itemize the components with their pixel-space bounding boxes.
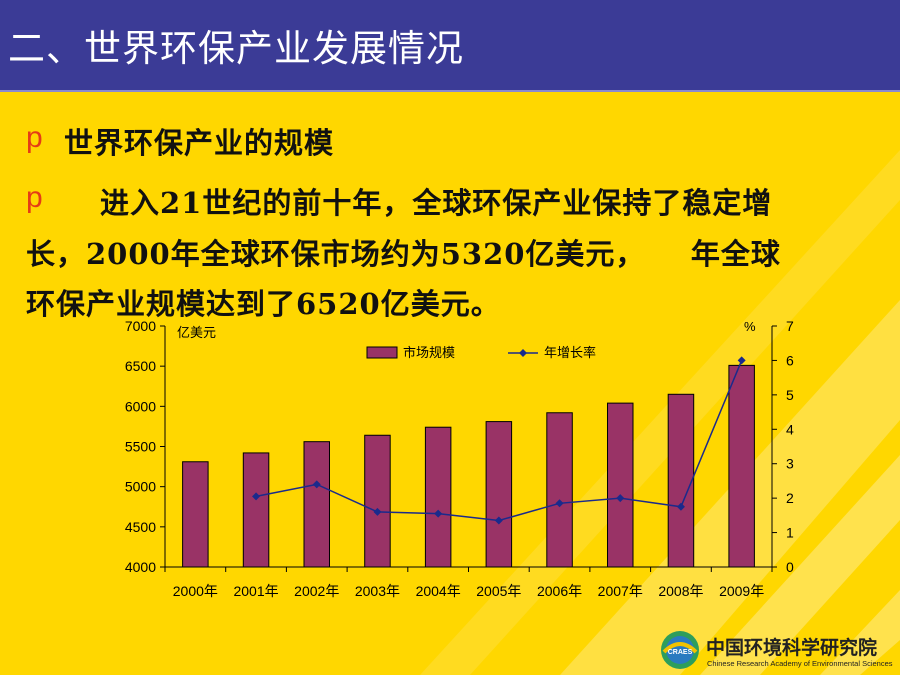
left-tick-label: 6000 <box>125 398 156 414</box>
left-tick-label: 7000 <box>125 318 156 334</box>
right-tick-label: 1 <box>786 525 794 541</box>
x-tick-label: 2008年 <box>658 583 703 599</box>
bar-market-size <box>303 441 330 568</box>
bar-market-size <box>546 412 573 568</box>
x-tick-label: 2005年 <box>476 583 521 599</box>
bar-market-size <box>242 452 270 568</box>
bullet-text-2-line-2: 长，2000年全球环保市场约为5320亿美元， 年全球 <box>26 237 781 271</box>
bar-market-size <box>424 426 452 568</box>
right-axis-unit-label: % <box>744 319 756 334</box>
right-tick-label: 4 <box>786 421 794 437</box>
left-axis-unit-label: 亿美元 <box>177 325 216 340</box>
point-growth-rate <box>312 480 321 489</box>
right-tick-label: 7 <box>786 318 794 334</box>
bar-market-size <box>364 434 391 568</box>
bullet-text-1: 世界环保产业的规模 <box>64 126 335 160</box>
slide-title: 二、世界环保产业发展情况 <box>8 27 464 70</box>
point-growth-rate <box>434 509 443 518</box>
institute-logo: CRAES 中国环境科学研究院 Chinese Research Academy… <box>658 628 898 672</box>
point-growth-rate <box>555 499 564 508</box>
point-growth-rate <box>676 502 685 511</box>
bullet-marker-1: p <box>26 121 43 154</box>
bullet-text-2-line-3: 环保产业规模达到了6520亿美元。 <box>26 287 501 321</box>
bullet-text-2-line-1: 进入21世纪的前十年，全球环保产业保持了稳定增 <box>100 186 773 220</box>
bar-market-size <box>607 402 634 568</box>
x-tick-label: 2007年 <box>598 583 643 599</box>
legend-label-bar: 市场规模 <box>403 345 455 360</box>
x-tick-label: 2002年 <box>294 583 339 599</box>
left-tick-label: 5000 <box>125 479 156 495</box>
x-tick-label: 2001年 <box>233 583 278 599</box>
right-tick-label: 2 <box>786 490 794 506</box>
logo-mark-text: CRAES <box>668 649 693 656</box>
left-tick-label: 6500 <box>125 358 156 374</box>
point-growth-rate <box>616 494 625 503</box>
right-tick-label: 3 <box>786 456 794 472</box>
left-tick-label: 4500 <box>125 519 156 535</box>
x-tick-label: 2003年 <box>355 583 400 599</box>
x-tick-label: 2004年 <box>416 583 461 599</box>
legend-label-line: 年增长率 <box>544 345 596 360</box>
bar-market-size <box>728 364 755 568</box>
point-growth-rate <box>373 507 382 516</box>
title-bar: 二、世界环保产业发展情况 <box>0 0 900 92</box>
logo-name-en: Chinese Research Academy of Environmenta… <box>707 659 893 668</box>
point-growth-rate <box>494 516 503 525</box>
bar-market-size <box>667 393 695 568</box>
x-tick-label: 2006年 <box>537 583 582 599</box>
bar-market-size <box>182 461 209 568</box>
bar-market-size <box>485 421 513 568</box>
craes-logo-icon: CRAES <box>661 631 699 669</box>
bullet-marker-2: p <box>26 181 43 214</box>
right-tick-label: 5 <box>786 387 794 403</box>
legend-swatch-bar <box>366 346 398 359</box>
right-tick-label: 0 <box>786 559 794 575</box>
left-tick-label: 4000 <box>125 559 156 575</box>
left-tick-label: 5500 <box>125 439 156 455</box>
legend-swatch-marker <box>519 349 527 357</box>
point-growth-rate <box>737 356 746 365</box>
right-tick-label: 6 <box>786 352 794 368</box>
point-growth-rate <box>252 492 261 501</box>
x-tick-label: 2000年 <box>173 583 218 599</box>
x-tick-label: 2009年 <box>719 583 764 599</box>
logo-name-cn: 中国环境科学研究院 <box>706 637 878 659</box>
